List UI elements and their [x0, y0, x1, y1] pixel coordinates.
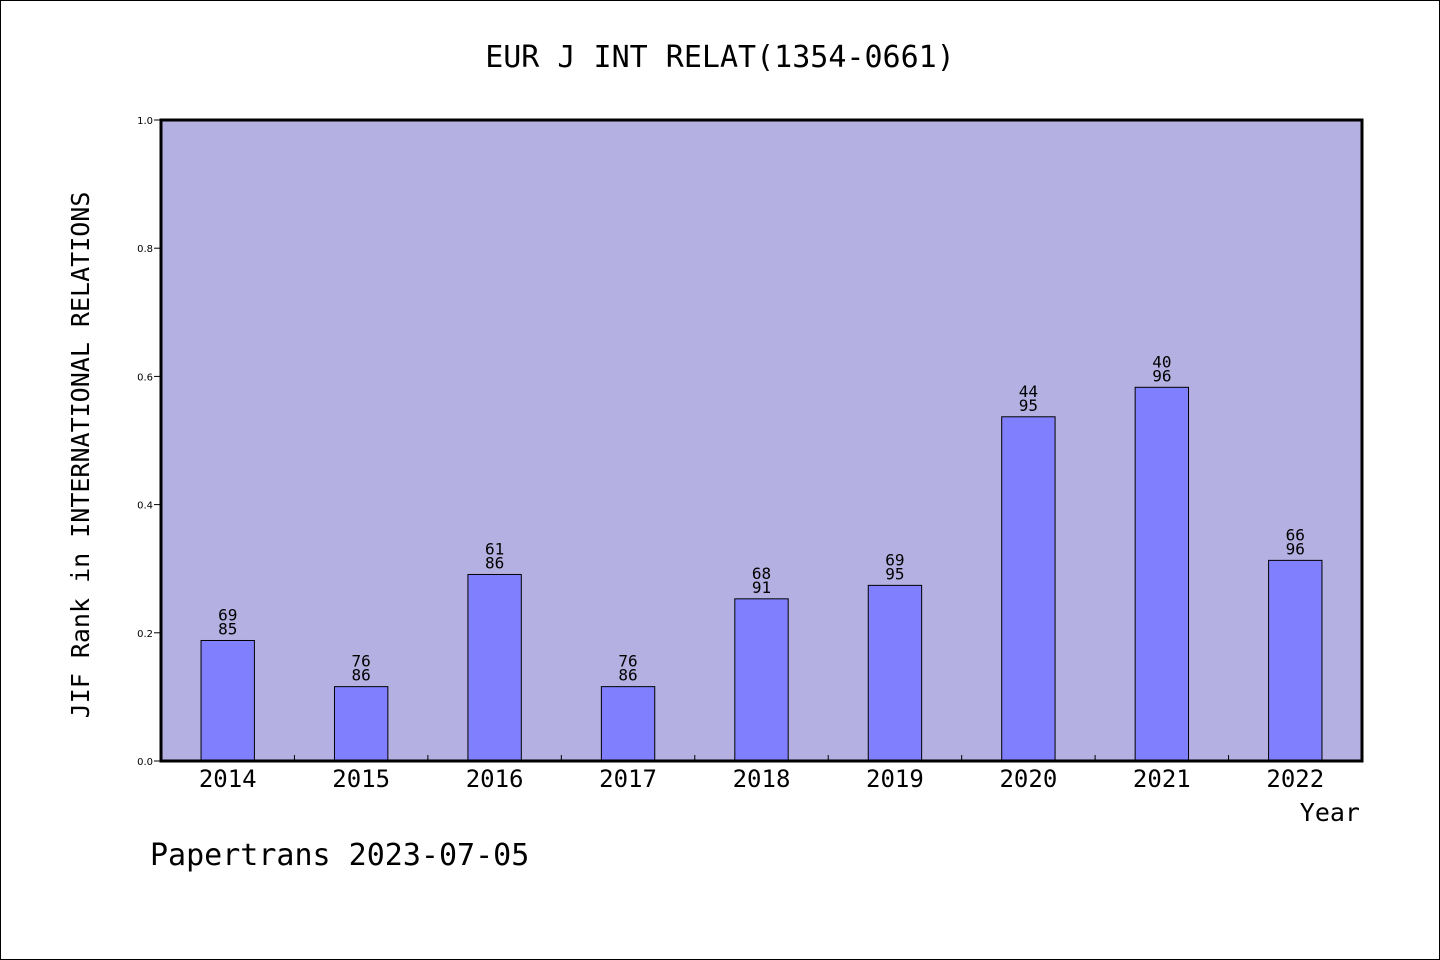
plot-frame: [159, 118, 1364, 763]
bar-rank-label-2018: 68: [752, 564, 771, 583]
bar-rank-label-2014: 69: [218, 605, 237, 624]
x-axis-label: Year: [1300, 798, 1360, 827]
bar-2015: [333, 686, 389, 762]
y-tick-label: 1.0: [137, 116, 153, 127]
bar-2016: [467, 573, 522, 762]
x-tick-label-2014: 2014: [199, 765, 257, 793]
bar-rank-label-2019: 69: [885, 550, 904, 569]
bar-2022: [1268, 559, 1323, 762]
y-tick-label: 0.0: [137, 757, 153, 768]
x-tick-label-2015: 2015: [332, 765, 390, 793]
footer-text: Papertrans 2023-07-05: [150, 838, 529, 873]
bar-rank-label-2022: 66: [1286, 525, 1305, 544]
bar-2019: [867, 584, 923, 762]
y-tick-label: 0.2: [137, 629, 153, 640]
bar-total-label-2015: 86: [352, 666, 371, 685]
bar-total-label-2019: 95: [885, 564, 904, 583]
bar-2021: [1134, 386, 1190, 762]
y-tick-label: 0.4: [137, 501, 153, 512]
x-tick-label-2022: 2022: [1266, 765, 1324, 793]
x-tick-label-2019: 2019: [866, 765, 924, 793]
bar-total-label-2021: 96: [1152, 366, 1171, 385]
x-tick-label-2017: 2017: [599, 765, 657, 793]
bar-total-label-2020: 95: [1019, 396, 1038, 415]
bar-rank-label-2020: 44: [1019, 382, 1038, 401]
bar-rank-label-2016: 61: [485, 539, 504, 558]
x-tick-label-2016: 2016: [466, 765, 524, 793]
y-tick-label: 0.6: [137, 372, 153, 383]
bar-rank-label-2017: 76: [618, 652, 637, 671]
x-tick-label-2020: 2020: [999, 765, 1057, 793]
bar-total-label-2016: 86: [485, 553, 504, 572]
bar-2018: [734, 598, 789, 762]
bars-layer: [200, 386, 1323, 762]
y-axis: 0.0 0.2 0.4 0.6 0.8 1.0: [137, 116, 161, 768]
bar-2014: [200, 639, 255, 762]
x-axis: 2014 2015 2016 2017 2018 2019 2020 2021 2022: [199, 755, 1324, 793]
bar-total-label-2017: 86: [618, 666, 637, 685]
y-axis-label: JIF Rank in INTERNATIONAL RELATIONS: [66, 192, 95, 719]
y-tick-label: 0.8: [137, 244, 153, 255]
bar-2020: [1001, 416, 1056, 762]
x-tick-label-2018: 2018: [733, 765, 791, 793]
chart-title: EUR J INT RELAT(1354-0661): [485, 40, 955, 75]
bar-2017: [600, 686, 656, 762]
bar-rank-label-2015: 76: [352, 652, 371, 671]
bar-rank-label-2021: 40: [1152, 352, 1171, 371]
x-tick-label-2021: 2021: [1133, 765, 1191, 793]
bar-total-label-2018: 91: [752, 578, 771, 597]
bar-total-label-2022: 96: [1286, 539, 1305, 558]
bar-total-label-2014: 85: [218, 619, 237, 638]
